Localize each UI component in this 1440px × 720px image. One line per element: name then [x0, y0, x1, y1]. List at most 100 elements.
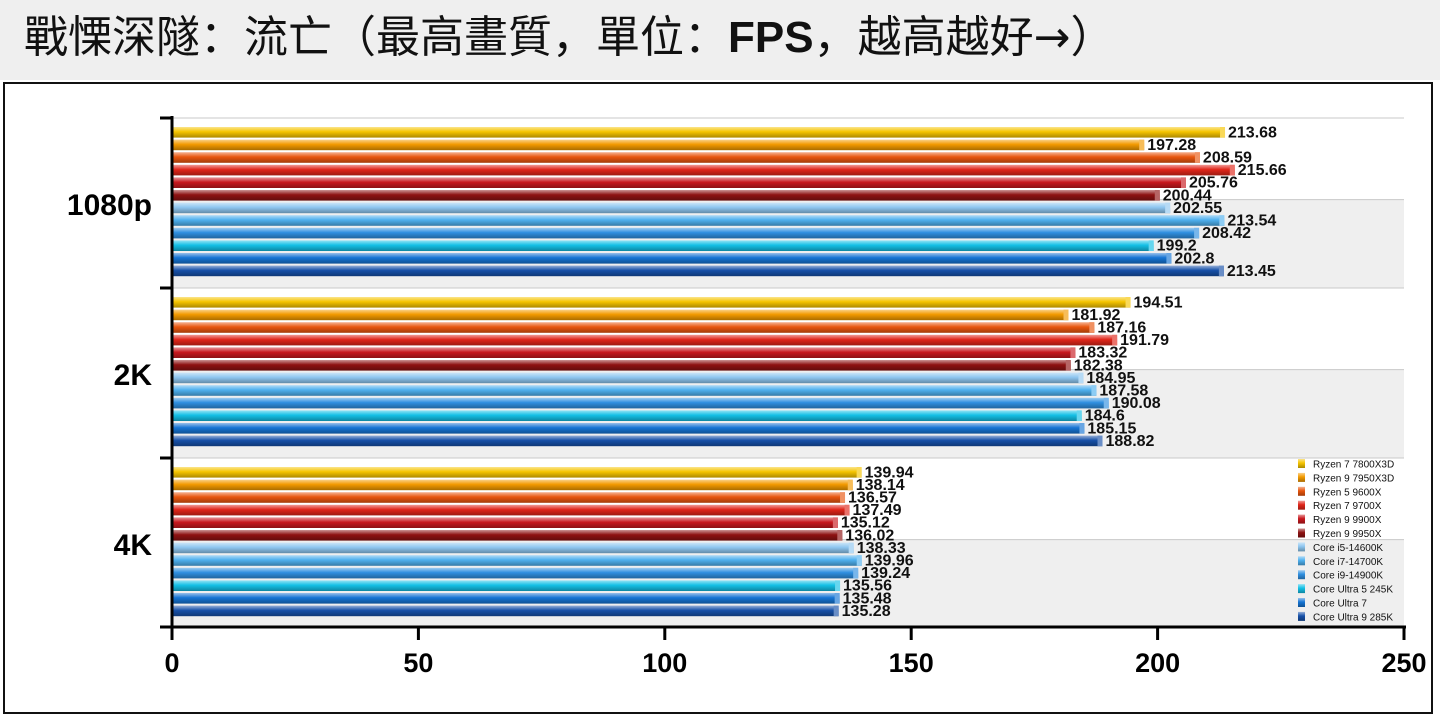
- bar-1080p-10: [172, 253, 1172, 264]
- bar-2K-8: [172, 397, 1109, 409]
- bar-4K-9: [172, 580, 841, 591]
- category-label: 1080p: [67, 189, 152, 222]
- value-label: 135.12: [841, 515, 890, 532]
- legend-label: Core i5-14600K: [1313, 543, 1383, 554]
- bar-4K-0: [172, 467, 862, 478]
- bar-cap-4K-5: [837, 530, 843, 541]
- legend-label: Core i7-14700K: [1313, 557, 1383, 568]
- value-label: 136.02: [845, 527, 894, 544]
- bar-1080p-6: [172, 202, 1171, 214]
- bar-1080p-3: [172, 164, 1235, 176]
- value-label: 139.94: [865, 464, 914, 481]
- bar-2K-7: [172, 385, 1097, 396]
- bar-cap-1080p-1: [1139, 139, 1145, 151]
- bar-2K-2: [172, 322, 1095, 333]
- bar-1080p-0: [172, 127, 1226, 138]
- value-label: 208.42: [1202, 225, 1251, 242]
- bar-1080p-5: [172, 190, 1160, 201]
- value-label: 194.51: [1134, 294, 1183, 311]
- legend-swatch: [1298, 472, 1305, 482]
- bar-cap-4K-11: [833, 605, 839, 617]
- bar-cap-4K-9: [835, 580, 841, 591]
- value-label: 184.6: [1085, 408, 1125, 425]
- bar-2K-0: [172, 297, 1131, 308]
- bar-cap-4K-2: [840, 492, 846, 503]
- bar-cap-1080p-3: [1229, 164, 1235, 176]
- bar-cap-4K-4: [832, 517, 838, 528]
- bar-cap-1080p-7: [1219, 215, 1225, 226]
- bar-cap-2K-6: [1078, 372, 1084, 384]
- bar-1080p-2: [172, 152, 1200, 163]
- bar-1080p-8: [172, 227, 1200, 239]
- x-tick-label: 150: [889, 648, 934, 678]
- x-tick-label: 200: [1135, 648, 1180, 678]
- bar-cap-1080p-5: [1154, 190, 1160, 201]
- value-label: 213.45: [1227, 263, 1276, 280]
- legend-swatch: [1298, 514, 1305, 524]
- x-tick-label: 100: [642, 648, 687, 678]
- value-label: 191.79: [1120, 332, 1169, 349]
- value-label: 182.38: [1074, 357, 1123, 374]
- legend-swatch: [1298, 611, 1305, 621]
- value-label: 138.33: [857, 540, 906, 557]
- chart-title: 戰慄深隧：流亡（最高畫質，單位：FPS，越高越好→）: [24, 8, 1114, 68]
- legend-label: Ryzen 7 9700X: [1313, 501, 1382, 512]
- bar-2K-5: [172, 360, 1071, 371]
- category-label: 2K: [114, 359, 153, 392]
- legend-label: Ryzen 9 7950X3D: [1313, 473, 1394, 484]
- bar-cap-2K-5: [1065, 360, 1071, 371]
- x-tick-label: 50: [403, 648, 433, 678]
- bar-1080p-11: [172, 265, 1224, 277]
- value-label: 205.76: [1189, 175, 1238, 192]
- bar-4K-6: [172, 542, 854, 554]
- bar-1080p-7: [172, 215, 1225, 226]
- title-prefix: 戰慄深隧：流亡（最高畫質，單位：: [24, 12, 728, 63]
- legend-swatch: [1298, 486, 1305, 496]
- value-label: 184.95: [1086, 370, 1135, 387]
- legend-label: Ryzen 5 9600X: [1313, 487, 1382, 498]
- bar-cap-4K-1: [847, 479, 853, 491]
- legend-label: Core i9-14900K: [1313, 571, 1383, 582]
- value-label: 202.55: [1173, 200, 1222, 217]
- bar-4K-10: [172, 593, 840, 604]
- bar-cap-2K-10: [1079, 423, 1085, 434]
- legend-swatch: [1298, 556, 1305, 566]
- value-label: 139.96: [865, 553, 914, 570]
- bar-2K-11: [172, 435, 1103, 447]
- x-tick-label: 250: [1381, 648, 1426, 678]
- bar-cap-2K-2: [1089, 322, 1095, 333]
- value-label: 187.58: [1099, 383, 1148, 400]
- value-label: 136.57: [848, 490, 897, 507]
- bar-cap-4K-10: [834, 593, 840, 604]
- bar-1080p-9: [172, 240, 1154, 251]
- bar-cap-4K-0: [856, 467, 862, 478]
- legend-label: Ryzen 9 9950X: [1313, 529, 1382, 540]
- value-label: 202.8: [1174, 250, 1214, 267]
- value-label: 185.15: [1087, 420, 1136, 437]
- bar-2K-1: [172, 309, 1069, 321]
- bar-cap-2K-3: [1112, 334, 1118, 346]
- bar-2K-9: [172, 410, 1082, 421]
- legend-label: Ryzen 7 7800X3D: [1313, 460, 1394, 471]
- value-label: 187.16: [1097, 320, 1146, 337]
- bar-4K-3: [172, 504, 850, 516]
- bar-4K-8: [172, 567, 859, 579]
- legend-swatch: [1298, 598, 1305, 607]
- bar-cap-2K-8: [1103, 397, 1109, 409]
- bar-cap-4K-7: [856, 555, 862, 566]
- value-label: 181.92: [1072, 307, 1121, 324]
- category-label: 4K: [114, 529, 153, 562]
- bar-cap-2K-0: [1125, 297, 1131, 308]
- x-tick-label: 0: [164, 648, 179, 678]
- bar-cap-4K-3: [844, 504, 850, 516]
- title-bar: 戰慄深隧：流亡（最高畫質，單位：FPS，越高越好→）: [0, 0, 1440, 80]
- value-label: 137.49: [853, 502, 902, 519]
- bar-4K-5: [172, 530, 843, 541]
- value-label: 188.82: [1106, 433, 1155, 450]
- bar-cap-2K-11: [1097, 435, 1103, 447]
- bar-cap-1080p-6: [1165, 202, 1171, 214]
- bar-cap-4K-8: [853, 567, 859, 579]
- bar-cap-2K-4: [1070, 347, 1076, 358]
- value-label: 213.54: [1227, 213, 1276, 230]
- legend-label: Core Ultra 5 245K: [1313, 585, 1393, 596]
